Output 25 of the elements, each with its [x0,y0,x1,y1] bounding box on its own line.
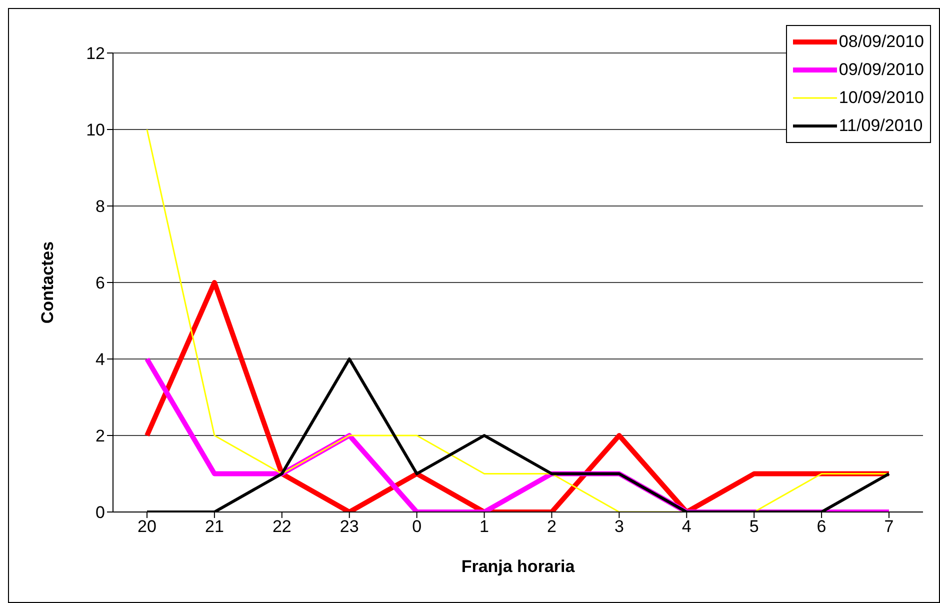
y-axis-title: Contactes [38,241,58,324]
y-tick-label: 2 [96,426,105,446]
y-tick-label: 0 [96,503,105,522]
y-tick-label: 12 [86,44,105,64]
legend-label: 08/09/2010 [838,32,924,52]
x-tick-label: 23 [340,517,359,536]
x-tick-label: 0 [412,517,422,536]
x-tick-label: 2 [546,517,556,536]
x-tick-label: 4 [682,517,692,536]
x-tick-label: 22 [272,517,292,536]
legend-label: 10/09/2010 [838,88,924,108]
y-tick-label: 8 [96,197,105,216]
y-tick-label: 4 [96,350,105,370]
x-tick-label: 6 [816,517,826,536]
x-axis-title: Franja horaria [461,557,576,576]
x-tick-label: 21 [204,517,224,536]
legend-label: 11/09/2010 [838,116,923,136]
legend-label: 09/09/2010 [838,60,924,80]
x-tick-label: 3 [614,517,624,536]
y-tick-label: 6 [96,274,105,293]
x-tick-label: 5 [749,517,759,536]
x-tick-label: 7 [884,517,894,536]
y-tick-label: 10 [86,120,105,140]
x-tick-label: 1 [480,517,490,536]
x-tick-label: 20 [138,517,156,536]
